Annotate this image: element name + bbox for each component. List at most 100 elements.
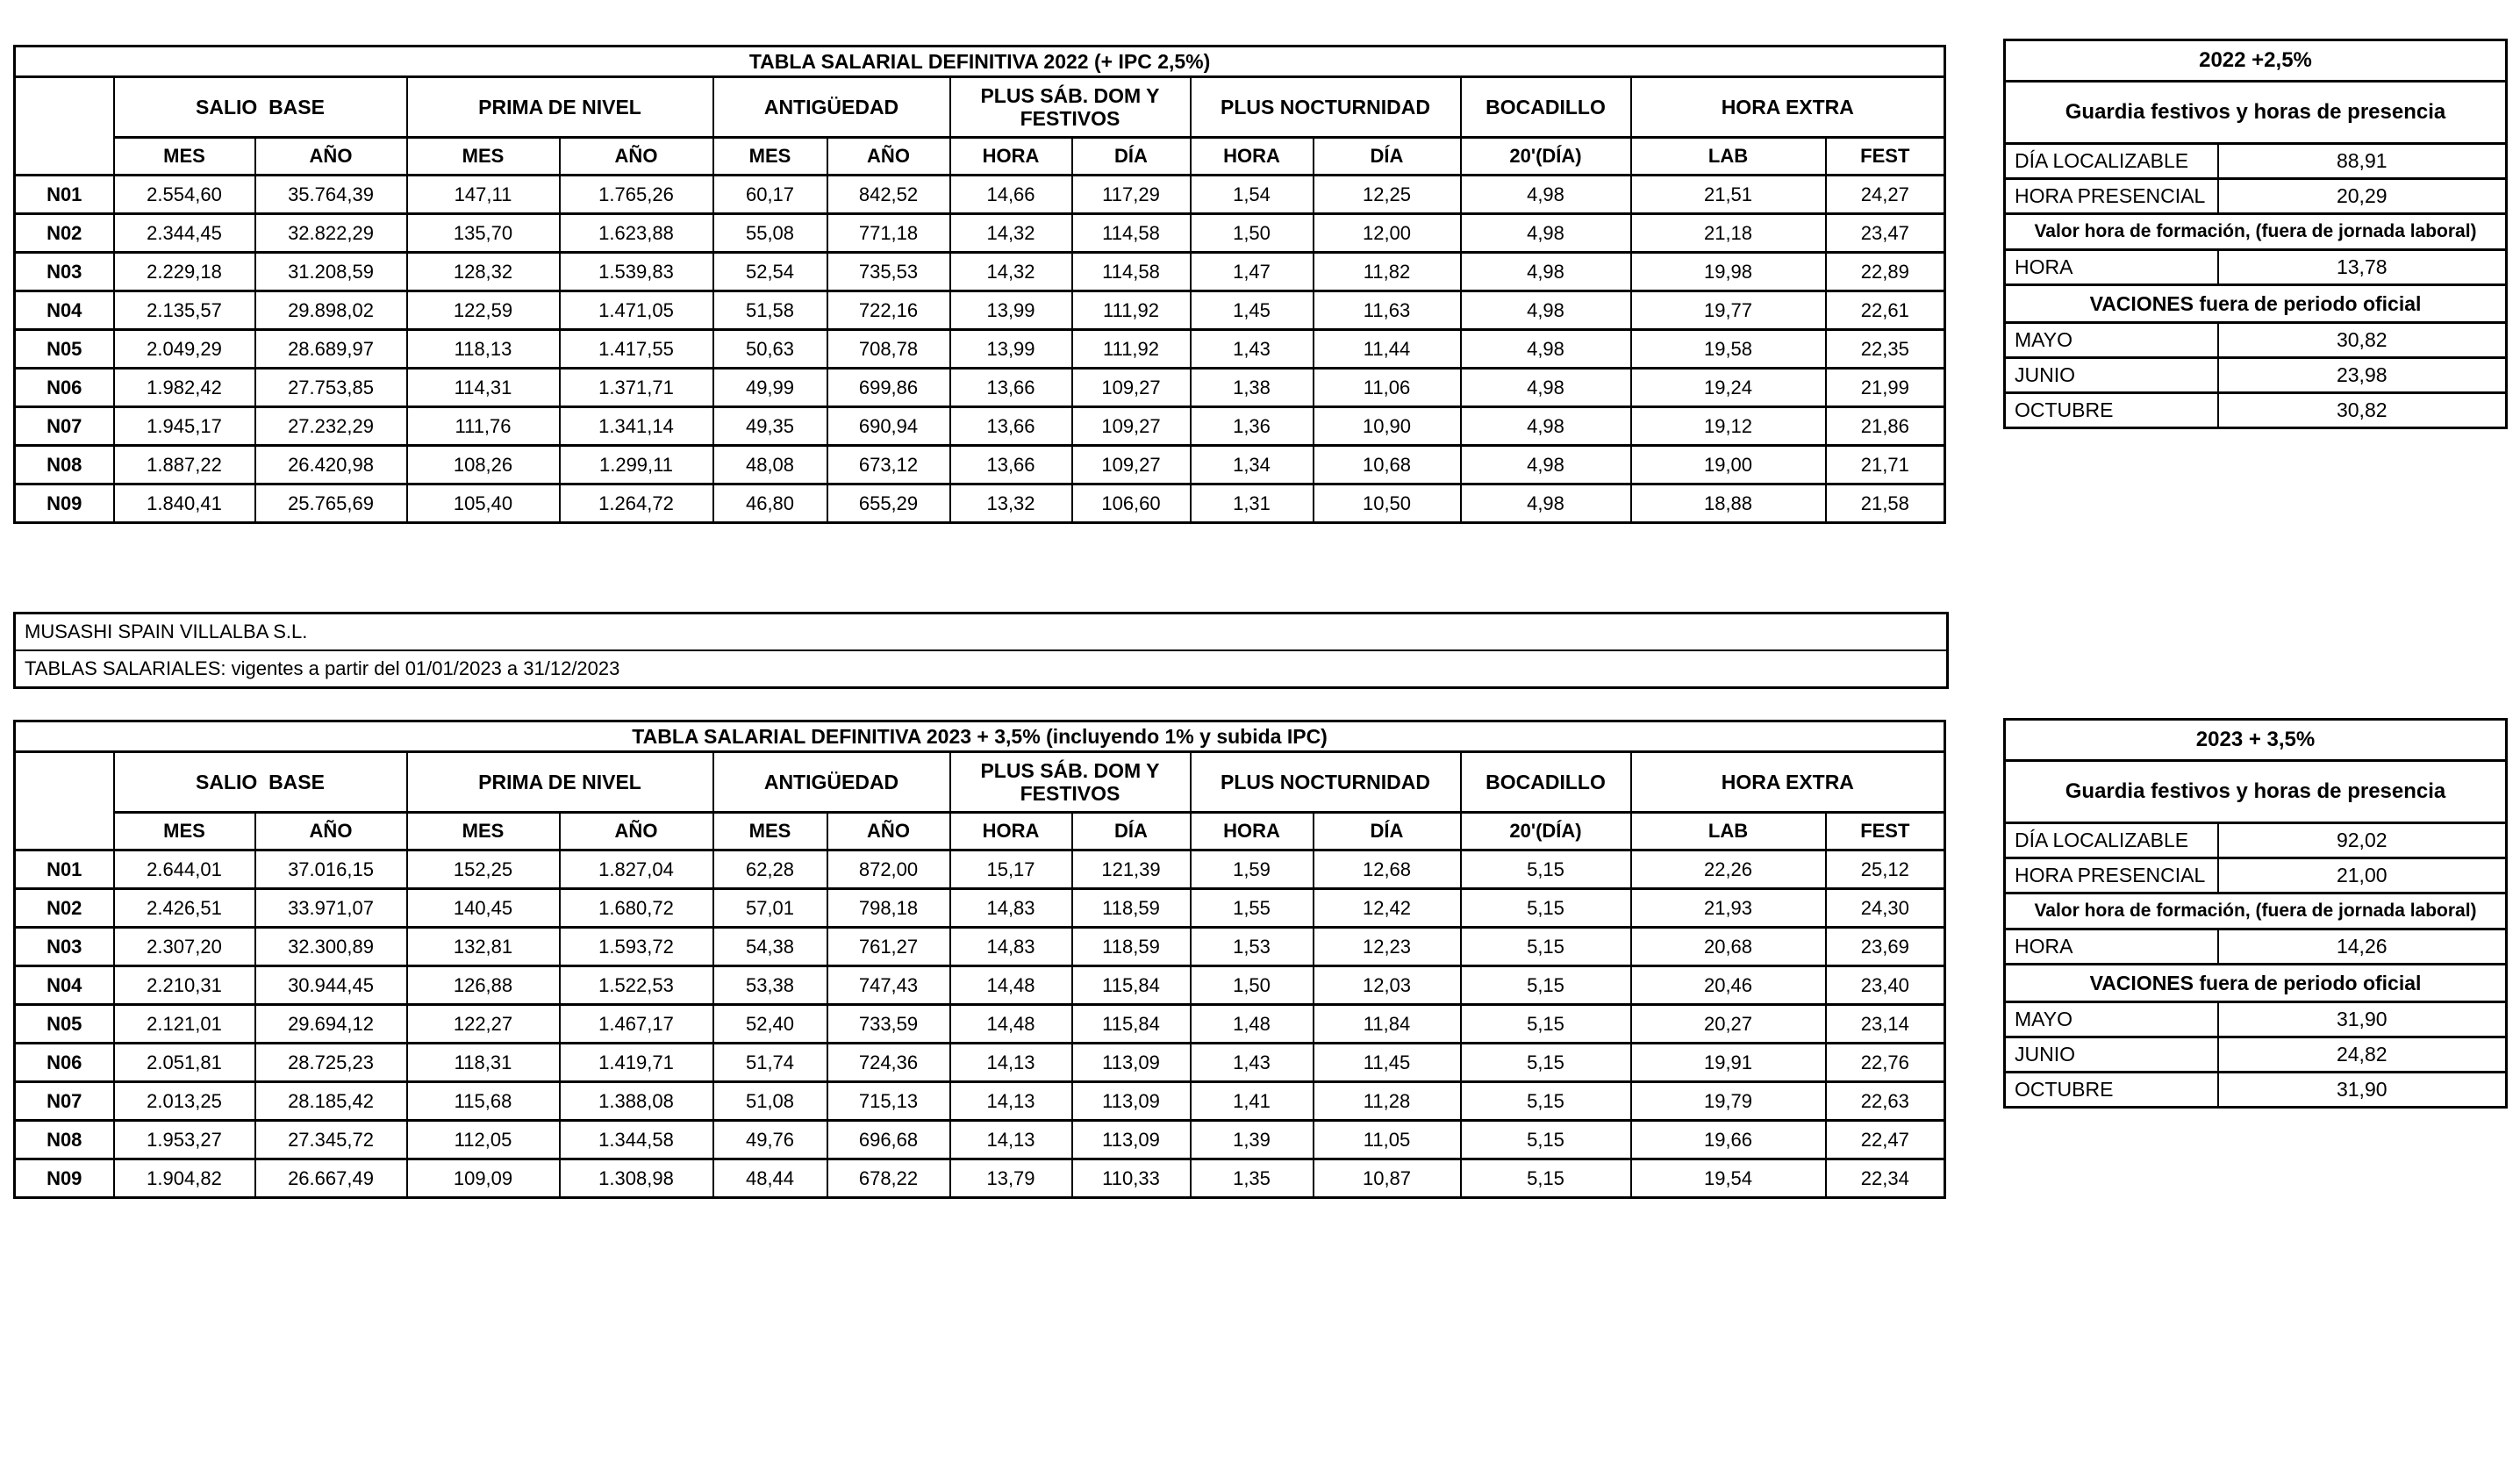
salary-cell: 2.229,18 bbox=[112, 251, 256, 292]
salary-cell: 112,05 bbox=[405, 1119, 561, 1160]
row-label: JUNIO bbox=[2003, 1036, 2219, 1073]
column-subheader-row: MES AÑO MES AÑO MES AÑO HORA DÍA HORA DÍ… bbox=[15, 811, 1946, 851]
salary-cell: 21,58 bbox=[1824, 483, 1946, 524]
table-row: N05 2.049,29 28.689,97 118,13 1.417,55 50,63 7… bbox=[13, 328, 1946, 370]
salary-cell: 1,38 bbox=[1189, 367, 1314, 408]
salary-cell: 22,76 bbox=[1824, 1042, 1946, 1083]
row-label: DÍA LOCALIZABLE bbox=[2003, 822, 2219, 859]
salary-cell: 49,99 bbox=[712, 367, 828, 408]
salary-cell: 4,98 bbox=[1459, 251, 1632, 292]
panel-row: JUNIO 24,82 bbox=[2003, 1036, 2508, 1073]
salary-cell: 708,78 bbox=[826, 328, 951, 370]
salary-cell: 18,88 bbox=[1629, 483, 1827, 524]
salary-cell: 28.185,42 bbox=[254, 1080, 408, 1122]
salary-cell: 1.904,82 bbox=[112, 1158, 256, 1199]
salary-cell: 49,76 bbox=[712, 1119, 828, 1160]
salary-cell: 12,42 bbox=[1312, 887, 1462, 929]
table-row: N05 2.121,01 29.694,12 122,27 1.467,17 52,40 7… bbox=[13, 1003, 1946, 1044]
salary-cell: 27.753,85 bbox=[254, 367, 408, 408]
salary-cell: 14,13 bbox=[949, 1080, 1073, 1122]
column-subheader: MES bbox=[112, 811, 256, 851]
salary-cell: 11,06 bbox=[1312, 367, 1462, 408]
row-label: DÍA LOCALIZABLE bbox=[2003, 142, 2219, 180]
table-title: TABLA SALARIAL DEFINITIVA 2022 (+ IPC 2,… bbox=[13, 45, 1946, 78]
panel-title: 2022 +2,5% bbox=[2003, 39, 2508, 83]
salary-cell: 118,31 bbox=[405, 1042, 561, 1083]
salary-cell: 5,15 bbox=[1459, 1003, 1632, 1044]
salary-cell: 842,52 bbox=[826, 174, 951, 215]
column-subheader: 20'(DÍA) bbox=[1459, 811, 1632, 851]
column-group-header: PRIMA DE NIVEL bbox=[405, 75, 714, 139]
salary-cell: 5,15 bbox=[1459, 926, 1632, 967]
salary-cell: 12,03 bbox=[1312, 965, 1462, 1006]
table-row: N01 2.554,60 35.764,39 147,11 1.765,26 60,17 8… bbox=[13, 174, 1946, 215]
salary-cell: 117,29 bbox=[1070, 174, 1192, 215]
salary-cell: 715,13 bbox=[826, 1080, 951, 1122]
column-group-header: HORA EXTRA bbox=[1629, 750, 1946, 814]
column-subheader: MES bbox=[712, 811, 828, 851]
salary-cell: 21,86 bbox=[1824, 405, 1946, 447]
column-subheader: HORA bbox=[949, 811, 1073, 851]
table-row: N02 2.426,51 33.971,07 140,45 1.680,72 57,01 7… bbox=[13, 887, 1946, 929]
salary-cell: 110,33 bbox=[1070, 1158, 1192, 1199]
salary-cell: 11,84 bbox=[1312, 1003, 1462, 1044]
salary-cell: 1,35 bbox=[1189, 1158, 1314, 1199]
salary-cell: 1.765,26 bbox=[558, 174, 714, 215]
salary-cell: 49,35 bbox=[712, 405, 828, 447]
salary-cell: 11,82 bbox=[1312, 251, 1462, 292]
salary-cell: 1,50 bbox=[1189, 965, 1314, 1006]
salary-cell: 2.013,25 bbox=[112, 1080, 256, 1122]
salary-cell: 14,83 bbox=[949, 926, 1073, 967]
salary-cell: 27.232,29 bbox=[254, 405, 408, 447]
salary-cell: 735,53 bbox=[826, 251, 951, 292]
salary-cell: 118,59 bbox=[1070, 887, 1192, 929]
panel-row: OCTUBRE 30,82 bbox=[2003, 391, 2508, 429]
row-label: OCTUBRE bbox=[2003, 1071, 2219, 1109]
table-row: N07 2.013,25 28.185,42 115,68 1.388,08 51,08 7… bbox=[13, 1080, 1946, 1122]
salary-cell: 46,80 bbox=[712, 483, 828, 524]
column-group-row: SALIO BASE PRIMA DE NIVEL ANTIGÜEDAD PLU… bbox=[13, 75, 1946, 176]
salary-cell: 1,47 bbox=[1189, 251, 1314, 292]
row-value: 20,29 bbox=[2216, 177, 2508, 215]
column-subheader: LAB bbox=[1629, 136, 1827, 176]
table-title: TABLA SALARIAL DEFINITIVA 2023 + 3,5% (i… bbox=[13, 720, 1946, 753]
salary-cell: 105,40 bbox=[405, 483, 561, 524]
salary-cell: 50,63 bbox=[712, 328, 828, 370]
salary-cell: 4,98 bbox=[1459, 405, 1632, 447]
salary-cell: 2.307,20 bbox=[112, 926, 256, 967]
salary-cell: 21,99 bbox=[1824, 367, 1946, 408]
salary-cell: 20,46 bbox=[1629, 965, 1827, 1006]
salary-cell: 2.644,01 bbox=[112, 849, 256, 890]
salary-cell: 25.765,69 bbox=[254, 483, 408, 524]
salary-cell: 19,79 bbox=[1629, 1080, 1827, 1122]
salary-cell: 1.419,71 bbox=[558, 1042, 714, 1083]
salary-cell: 10,87 bbox=[1312, 1158, 1462, 1199]
salary-cell: 1,53 bbox=[1189, 926, 1314, 967]
row-label: N04 bbox=[13, 290, 115, 331]
salary-cell: 761,27 bbox=[826, 926, 951, 967]
row-label: N04 bbox=[13, 965, 115, 1006]
row-value: 13,78 bbox=[2216, 248, 2508, 286]
salary-cell: 1.953,27 bbox=[112, 1119, 256, 1160]
salary-cell: 1.417,55 bbox=[558, 328, 714, 370]
corner-cell bbox=[13, 750, 115, 851]
salary-cell: 51,74 bbox=[712, 1042, 828, 1083]
table-row: N06 2.051,81 28.725,23 118,31 1.419,71 51,74 7… bbox=[13, 1042, 1946, 1083]
salary-cell: 1,54 bbox=[1189, 174, 1314, 215]
column-group-header: BOCADILLO bbox=[1459, 750, 1632, 814]
salary-cell: 4,98 bbox=[1459, 328, 1632, 370]
salary-cell: 722,16 bbox=[826, 290, 951, 331]
salary-cell: 22,26 bbox=[1629, 849, 1827, 890]
salary-cell: 1.308,98 bbox=[558, 1158, 714, 1199]
table-row: N08 1.887,22 26.420,98 108,26 1.299,11 48,08 6… bbox=[13, 444, 1946, 485]
salary-cell: 1.945,17 bbox=[112, 405, 256, 447]
salary-cell: 2.135,57 bbox=[112, 290, 256, 331]
column-subheader: FEST bbox=[1824, 136, 1946, 176]
salary-cell: 22,47 bbox=[1824, 1119, 1946, 1160]
salary-cell: 147,11 bbox=[405, 174, 561, 215]
salary-table-2023: TABLA SALARIAL DEFINITIVA 2023 + 3,5% (i… bbox=[13, 720, 1947, 1199]
table-row: N06 1.982,42 27.753,85 114,31 1.371,71 49,99 6… bbox=[13, 367, 1946, 408]
salary-cell: 114,58 bbox=[1070, 212, 1192, 254]
salary-cell: 111,76 bbox=[405, 405, 561, 447]
